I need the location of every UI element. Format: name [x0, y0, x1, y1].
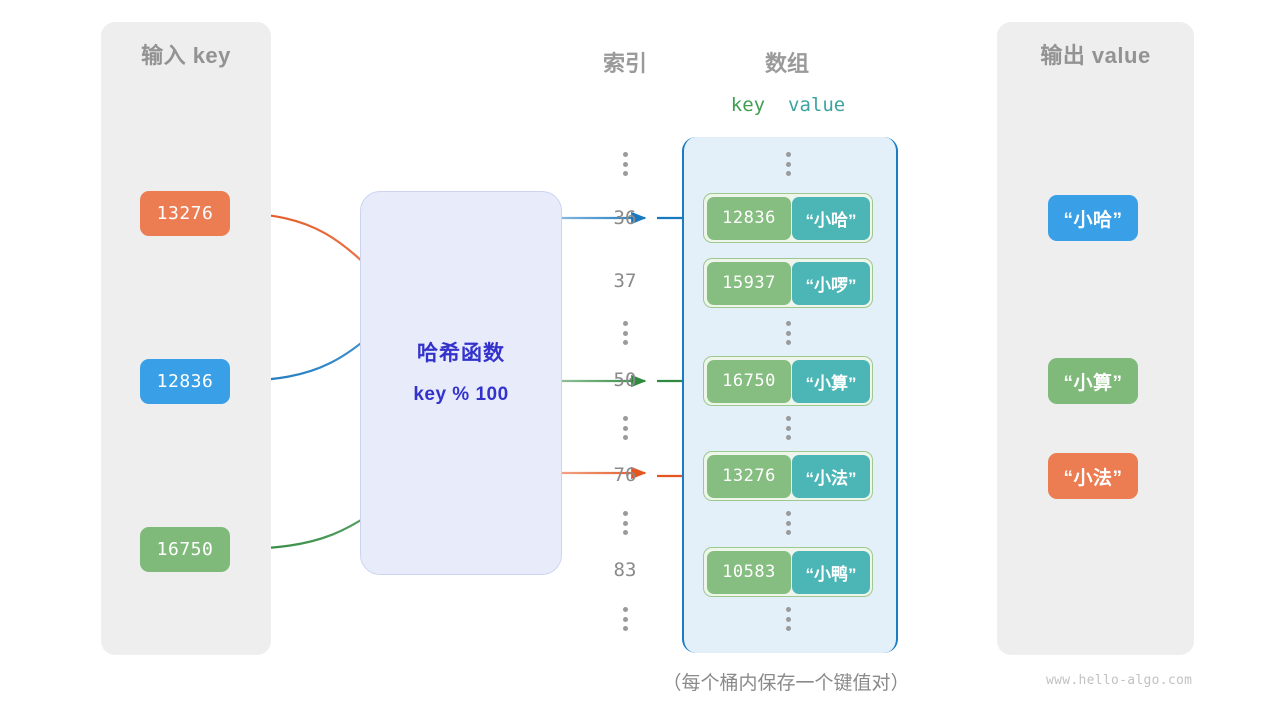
index-ellipsis-top: [622, 152, 628, 176]
bucket-37[interactable]: 15937 “小啰”: [703, 258, 873, 308]
bucket-50-key: 16750: [706, 359, 792, 403]
index-ellipsis-2: [622, 416, 628, 440]
input-key-16750[interactable]: 16750: [140, 527, 230, 572]
hash-function-title: 哈希函数: [417, 342, 505, 365]
bucket-76-value: “小法”: [792, 454, 870, 498]
key-value-subheader: key value: [700, 94, 876, 116]
array-ellipsis-1: [785, 321, 791, 345]
index-ellipsis-3: [622, 511, 628, 535]
bucket-83-value: “小鸭”: [792, 550, 870, 594]
bucket-37-key: 15937: [706, 261, 792, 305]
array-ellipsis-3: [785, 511, 791, 535]
index-label-37: 37: [613, 270, 637, 292]
output-value-xiaofa[interactable]: “小法”: [1048, 453, 1138, 499]
bucket-50[interactable]: 16750 “小算”: [703, 356, 873, 406]
output-value-xiaosuan[interactable]: “小算”: [1048, 358, 1138, 404]
bucket-36-key: 12836: [706, 196, 792, 240]
index-column-header: 索引: [602, 51, 647, 76]
array-ellipsis-bottom: [785, 607, 791, 631]
index-label-76: 76: [613, 464, 637, 486]
bucket-83[interactable]: 10583 “小鸭”: [703, 547, 873, 597]
index-ellipsis-bottom: [622, 607, 628, 631]
array-ellipsis-2: [785, 416, 791, 440]
input-panel-title: 输入 key: [141, 43, 231, 68]
array-column-header: 数组: [764, 51, 809, 76]
array-ellipsis-top: [785, 152, 791, 176]
output-value-panel: [997, 22, 1194, 655]
bucket-37-value: “小啰”: [792, 261, 870, 305]
input-key-13276[interactable]: 13276: [140, 191, 230, 236]
index-label-36: 36: [613, 207, 637, 229]
index-label-50: 50: [613, 369, 637, 391]
index-ellipsis-1: [622, 321, 628, 345]
bucket-83-key: 10583: [706, 550, 792, 594]
hash-function-formula: key % 100: [413, 384, 509, 405]
input-key-12836[interactable]: 12836: [140, 359, 230, 404]
index-label-83: 83: [613, 559, 637, 581]
bucket-36-value: “小哈”: [792, 196, 870, 240]
hash-function-box: 哈希函数 key % 100: [360, 191, 562, 575]
value-subheader-label: value: [788, 94, 846, 116]
bucket-36[interactable]: 12836 “小哈”: [703, 193, 873, 243]
bucket-76[interactable]: 13276 “小法”: [703, 451, 873, 501]
diagram-caption: （每个桶内保存一个键值对）: [662, 673, 910, 694]
key-subheader-label: key: [730, 94, 766, 116]
bucket-50-value: “小算”: [792, 359, 870, 403]
bucket-76-key: 13276: [706, 454, 792, 498]
output-value-xiaoha[interactable]: “小哈”: [1048, 195, 1138, 241]
site-watermark: www.hello-algo.com: [1046, 673, 1193, 688]
output-panel-title: 输出 value: [1040, 43, 1151, 68]
